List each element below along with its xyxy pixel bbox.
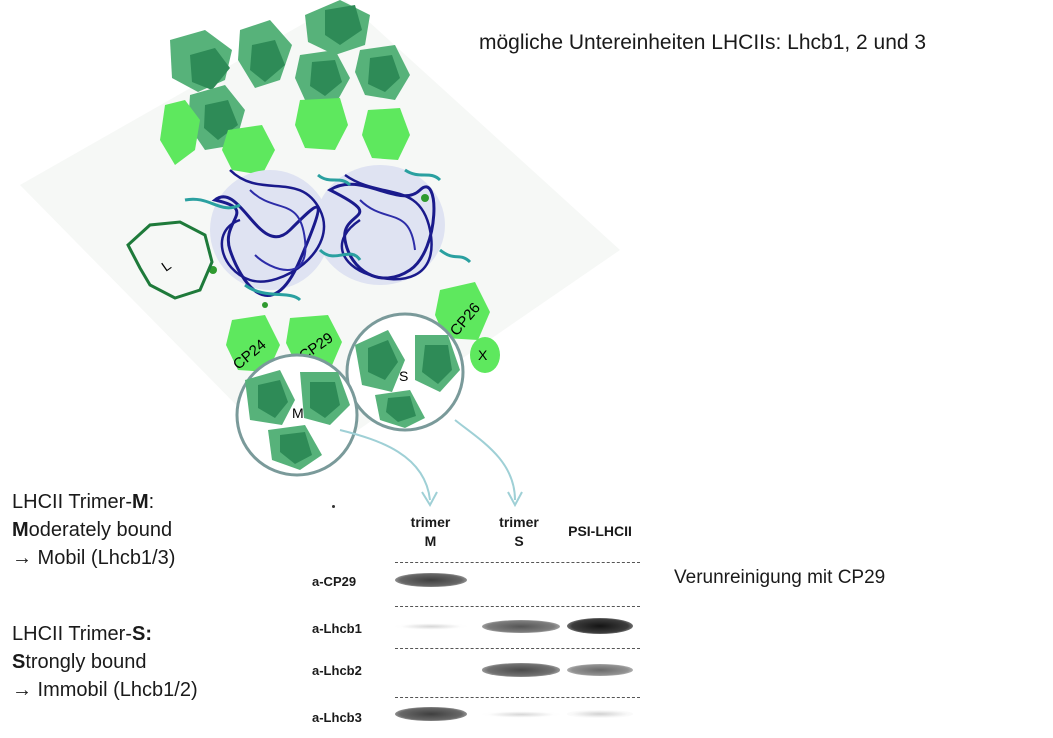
blot-band [482, 663, 560, 677]
blot-band [482, 619, 560, 633]
blot-column-label: PSI-LHCII [568, 523, 632, 539]
legend-s-line1-prefix: LHCII Trimer- [12, 623, 132, 645]
legend-s-line1-bold: S: [132, 623, 152, 645]
lhcii-trimer-m: M [235, 353, 359, 477]
blot-column-psi-lhcii: PSI-LHCII [555, 522, 645, 541]
blot-divider [395, 697, 640, 698]
blot-dot [332, 505, 335, 508]
blot-row-label: a-Lhcb2 [312, 663, 362, 678]
blot-divider [395, 562, 640, 563]
psii-core-dimer [184, 165, 472, 308]
lhcii-trimer-top-right [295, 0, 410, 105]
x-subunit [470, 337, 500, 373]
blot-row-label: a-Lhcb1 [312, 621, 362, 636]
blot-row-label: a-CP29 [312, 574, 357, 589]
legend-m-line2: Moderately bound [12, 516, 175, 544]
blot-column-label: trimer [410, 514, 451, 530]
legend-trimer-s: LHCII Trimer-S: Strongly bound → Immobil… [12, 620, 198, 704]
legend-s-line2: Strongly bound [12, 648, 198, 676]
blot-band [395, 622, 467, 630]
cp24-subunit [226, 315, 280, 372]
blot-band [482, 710, 560, 718]
label-m: M [292, 405, 304, 421]
blot-band [395, 707, 467, 721]
l-subunit-outline [126, 220, 214, 300]
blot-column-sublabel: M [424, 533, 437, 549]
blot-band [567, 710, 633, 718]
cp26-subunit [435, 282, 490, 340]
legend-s-line3: → Immobil (Lhcb1/2) [12, 679, 198, 701]
label-x: X [478, 347, 488, 363]
legend-m-line1-bold: M [132, 491, 149, 513]
psii-supercomplex-diagram: L CP24 CP29 CP26 X S M [20, 0, 620, 508]
legend-trimer-m: LHCII Trimer-M: Moderately bound → Mobil… [12, 488, 175, 572]
legend-s-line2-rest: trongly bound [25, 651, 147, 673]
legend-m-line3: → Mobil (Lhcb1/3) [12, 547, 176, 569]
blot-column-trimer-m: trimer M [398, 513, 463, 551]
blot-band [567, 618, 633, 634]
blot-column-sublabel: S [514, 533, 524, 549]
legend-m-line2-rest: oderately bound [28, 519, 173, 541]
label-s: S [399, 368, 408, 384]
arrow-s-to-blot [454, 419, 516, 501]
blot-column-label: trimer [499, 514, 539, 530]
legend-s-line1: LHCII Trimer-S: [12, 620, 198, 648]
legend-s-line2-bold: S [12, 651, 26, 673]
page-title: mögliche Untereinheiten LHCIIs: Lhcb1, 2… [479, 31, 927, 54]
legend-m-line1-prefix: LHCII Trimer- [12, 491, 132, 513]
lhcii-trimer-s: S [345, 312, 465, 432]
blot-divider [395, 648, 640, 649]
blot-row-label: a-Lhcb3 [312, 710, 362, 725]
arrowhead-s [507, 491, 523, 508]
arrow-m-to-blot [339, 429, 431, 501]
legend-m-line2-bold: M [12, 519, 29, 541]
legend-m-line1-suffix: : [148, 491, 155, 513]
blot-column-trimer-s: trimer S [485, 513, 553, 551]
blot-band [567, 664, 633, 676]
blot-band [395, 573, 467, 587]
arrowhead-m [421, 491, 438, 508]
contamination-note: Verunreinigung mit CP29 [674, 567, 886, 588]
blot-divider [395, 606, 640, 607]
minor-antennae-top [160, 98, 410, 175]
legend-m-line1: LHCII Trimer-M: [12, 488, 175, 516]
